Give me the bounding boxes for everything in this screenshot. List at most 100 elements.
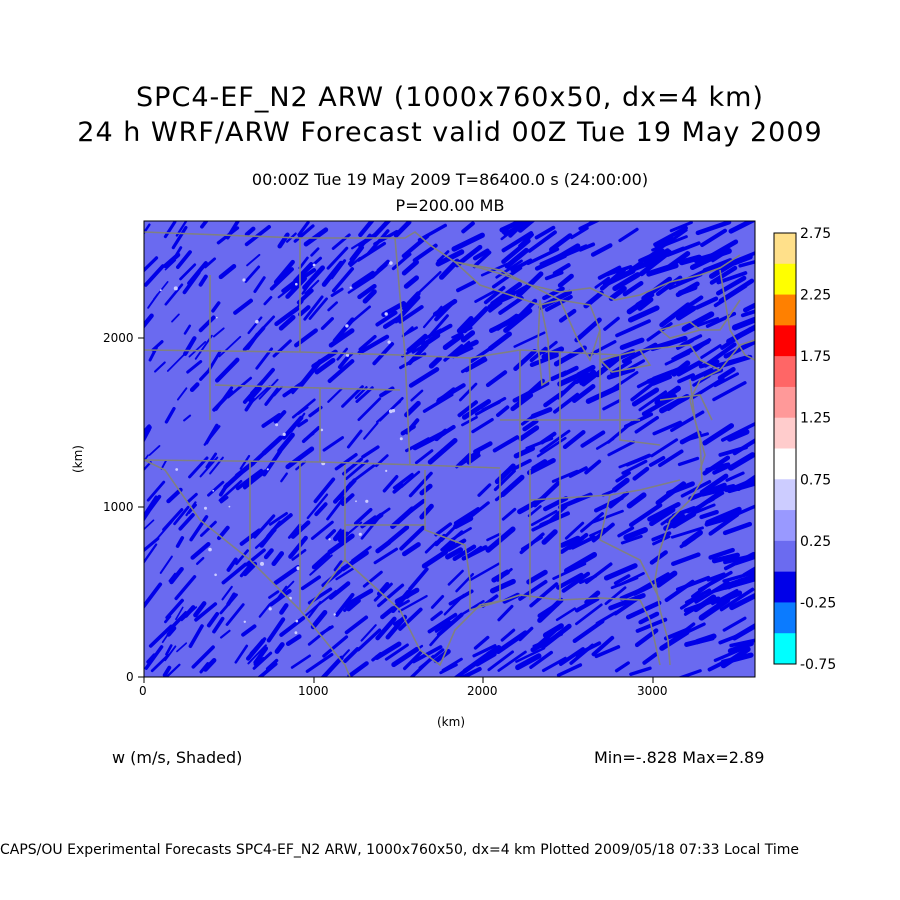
downdraft-streak xyxy=(242,561,258,577)
downdraft-streak xyxy=(154,361,166,373)
downdraft-streak xyxy=(720,646,751,669)
downdraft-streak xyxy=(347,245,365,266)
downdraft-streak xyxy=(191,645,215,669)
downdraft-streak xyxy=(144,645,164,670)
downdraft-streak xyxy=(489,578,516,594)
updraft-speck xyxy=(228,505,231,508)
downdraft-streak xyxy=(442,332,464,351)
downdraft-streak xyxy=(683,597,714,616)
downdraft-streak xyxy=(253,646,269,665)
downdraft-streak xyxy=(257,662,278,677)
downdraft-streak xyxy=(285,446,315,470)
downdraft-streak xyxy=(472,248,490,261)
downdraft-streak xyxy=(608,491,630,509)
downdraft-streak xyxy=(570,535,596,550)
updraft-speck xyxy=(391,409,396,413)
downdraft-streak xyxy=(518,232,534,248)
downdraft-streak xyxy=(164,663,181,677)
downdraft-streak xyxy=(526,457,556,476)
downdraft-streak xyxy=(332,529,346,542)
downdraft-streak xyxy=(664,579,695,602)
downdraft-streak xyxy=(574,596,600,613)
downdraft-streak xyxy=(327,359,355,383)
downdraft-streak xyxy=(461,600,485,616)
downdraft-streak xyxy=(733,553,755,566)
downdraft-streak xyxy=(449,527,472,542)
downdraft-streak xyxy=(711,552,740,564)
downdraft-streak xyxy=(663,627,691,641)
downdraft-streak xyxy=(709,265,738,285)
updraft-speck xyxy=(268,607,272,611)
downdraft-streak xyxy=(412,243,438,263)
downdraft-streak xyxy=(684,588,712,605)
downdraft-streak xyxy=(183,605,196,618)
downdraft-streak xyxy=(198,274,208,287)
downdraft-streak xyxy=(597,265,622,280)
colorbar-label: 0.25 xyxy=(800,534,831,550)
downdraft-streak xyxy=(427,437,458,465)
downdraft-streak xyxy=(436,250,450,263)
downdraft-streak xyxy=(382,315,401,329)
downdraft-streak xyxy=(530,509,558,527)
downdraft-streak xyxy=(310,609,328,630)
colorbar-swatch xyxy=(774,386,796,419)
downdraft-streak xyxy=(271,551,285,567)
downdraft-streak xyxy=(219,496,229,504)
downdraft-streak xyxy=(253,276,266,293)
downdraft-streak xyxy=(183,324,192,335)
downdraft-streak xyxy=(428,355,442,369)
downdraft-streak xyxy=(408,367,440,388)
downdraft-streak xyxy=(671,506,696,518)
downdraft-streak xyxy=(461,221,475,234)
downdraft-streak xyxy=(298,305,311,317)
downdraft-streak xyxy=(641,276,672,301)
downdraft-streak xyxy=(343,647,360,663)
downdraft-streak xyxy=(540,431,557,445)
colorbar-swatch xyxy=(774,448,796,480)
downdraft-streak xyxy=(241,624,257,637)
downdraft-streak xyxy=(427,612,458,634)
downdraft-streak xyxy=(252,651,273,670)
downdraft-streak xyxy=(226,376,253,399)
downdraft-streak xyxy=(459,666,482,677)
downdraft-streak xyxy=(452,544,477,561)
downdraft-streak xyxy=(404,400,421,418)
downdraft-streak xyxy=(718,354,753,369)
downdraft-streak xyxy=(207,480,225,497)
downdraft-streak xyxy=(273,259,295,285)
downdraft-streak xyxy=(418,270,442,294)
downdraft-streak xyxy=(188,340,207,358)
downdraft-streak xyxy=(457,400,478,418)
updraft-speck xyxy=(242,278,246,282)
downdraft-streak xyxy=(443,541,456,553)
downdraft-streak xyxy=(740,309,755,318)
downdraft-streak xyxy=(726,480,755,494)
downdraft-streak xyxy=(179,263,197,281)
downdraft-streak xyxy=(617,526,635,538)
downdraft-streak xyxy=(700,344,722,359)
downdraft-streak xyxy=(357,397,382,422)
downdraft-streak xyxy=(501,231,534,253)
downdraft-streak xyxy=(259,528,276,548)
downdraft-streak xyxy=(327,301,339,312)
downdraft-streak xyxy=(606,366,636,380)
downdraft-streak xyxy=(311,552,331,570)
downdraft-streak xyxy=(515,653,542,671)
axis-ticks xyxy=(138,337,654,683)
downdraft-streak xyxy=(337,531,350,543)
downdraft-streak xyxy=(163,252,181,269)
colorbar-frame xyxy=(773,232,797,665)
downdraft-streak xyxy=(654,236,674,249)
downdraft-streak xyxy=(357,334,390,355)
downdraft-streak xyxy=(393,221,412,238)
downdraft-streak xyxy=(212,389,234,412)
downdraft-streak xyxy=(306,493,329,520)
colorbar-swatch xyxy=(774,479,796,511)
downdraft-streak xyxy=(723,554,751,565)
downdraft-streak xyxy=(175,250,192,270)
downdraft-streak xyxy=(439,663,458,675)
downdraft-streak xyxy=(188,624,204,649)
downdraft-streak xyxy=(538,289,572,310)
downdraft-streak xyxy=(353,507,373,526)
downdraft-streak xyxy=(559,535,585,554)
